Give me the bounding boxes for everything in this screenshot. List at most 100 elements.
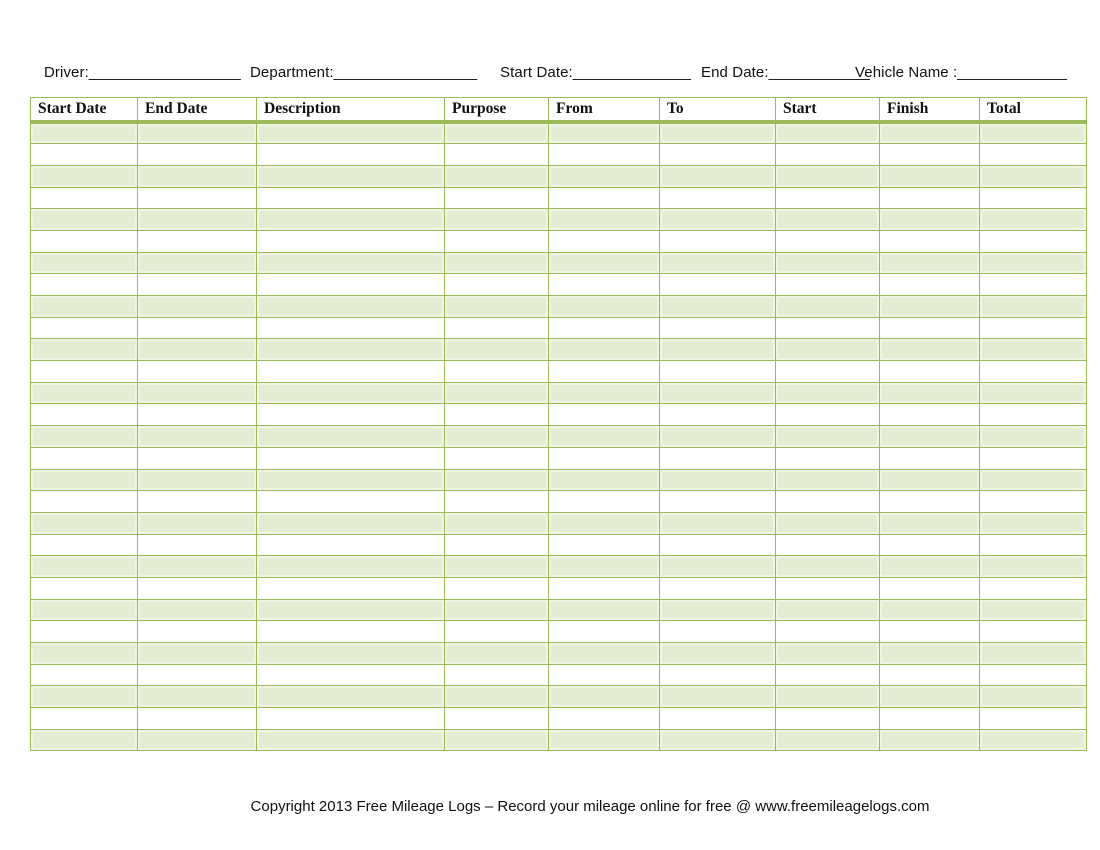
log-cell	[137, 598, 257, 622]
table-row	[30, 121, 1087, 145]
log-cell	[137, 728, 257, 752]
log-cell	[659, 555, 776, 578]
log-cell	[444, 295, 549, 318]
log-cell	[775, 164, 880, 188]
log-cell	[444, 707, 549, 730]
log-cell	[659, 403, 776, 427]
log-cell	[444, 208, 549, 231]
log-cell	[979, 663, 1087, 687]
log-cell	[256, 143, 445, 166]
log-cell	[444, 251, 549, 275]
log-cell	[30, 663, 138, 687]
log-cell	[30, 251, 138, 275]
log-cell	[444, 620, 549, 643]
log-cell	[879, 533, 980, 557]
table-row	[30, 186, 1087, 210]
log-cell	[979, 164, 1087, 188]
log-cell	[444, 360, 549, 383]
log-cell	[444, 425, 549, 448]
log-cell	[659, 143, 776, 166]
log-cell	[879, 728, 980, 752]
log-cell	[444, 338, 549, 362]
log-cell	[548, 186, 660, 210]
log-cell	[30, 381, 138, 405]
log-cell	[879, 642, 980, 665]
log-cell	[979, 511, 1087, 535]
table-row	[30, 164, 1087, 188]
column-header-start-date: Start Date	[30, 97, 138, 124]
log-cell	[548, 446, 660, 470]
department-field: Department:_________________	[250, 64, 478, 81]
log-cell	[979, 490, 1087, 513]
log-cell	[979, 555, 1087, 578]
log-cell	[879, 555, 980, 578]
log-cell	[879, 663, 980, 687]
table-row	[30, 468, 1087, 492]
log-cell	[659, 164, 776, 188]
log-cell	[548, 273, 660, 296]
log-cell	[879, 229, 980, 253]
log-cell	[775, 598, 880, 622]
log-cell	[137, 403, 257, 427]
log-cell	[979, 360, 1087, 383]
log-cell	[256, 403, 445, 427]
log-cell	[979, 446, 1087, 470]
log-cell	[137, 381, 257, 405]
log-cell	[979, 403, 1087, 427]
log-cell	[30, 468, 138, 492]
column-header-finish: Finish	[879, 97, 980, 124]
table-row	[30, 143, 1087, 166]
log-cell	[137, 446, 257, 470]
log-cell	[548, 468, 660, 492]
end-date-field: End Date:____________	[701, 64, 870, 81]
log-cell	[548, 121, 660, 145]
table-row	[30, 425, 1087, 448]
log-cell	[444, 576, 549, 600]
log-cell	[256, 620, 445, 643]
log-cell	[137, 620, 257, 643]
log-cell	[659, 208, 776, 231]
log-cell	[879, 576, 980, 600]
table-row	[30, 685, 1087, 709]
log-cell	[444, 490, 549, 513]
log-cell	[444, 598, 549, 622]
log-cell	[775, 208, 880, 231]
log-cell	[979, 685, 1087, 709]
log-cell	[775, 707, 880, 730]
log-cell	[659, 490, 776, 513]
log-cell	[256, 598, 445, 622]
log-cell	[137, 208, 257, 231]
table-row	[30, 381, 1087, 405]
log-cell	[137, 576, 257, 600]
log-cell	[30, 511, 138, 535]
log-cell	[548, 403, 660, 427]
log-cell	[256, 576, 445, 600]
log-cell	[137, 229, 257, 253]
log-cell	[548, 164, 660, 188]
log-cell	[775, 251, 880, 275]
log-cell	[659, 728, 776, 752]
log-cell	[30, 360, 138, 383]
log-cell	[137, 425, 257, 448]
log-cell	[979, 381, 1087, 405]
log-cell	[548, 208, 660, 231]
log-cell	[137, 121, 257, 145]
log-cell	[256, 533, 445, 557]
log-cell	[256, 208, 445, 231]
mileage-table: Start Date End Date Description Purpose From…	[30, 97, 1087, 752]
log-cell	[659, 186, 776, 210]
log-cell	[444, 511, 549, 535]
log-cell	[444, 642, 549, 665]
log-cell	[444, 143, 549, 166]
log-cell	[659, 620, 776, 643]
log-cell	[548, 295, 660, 318]
log-cell	[137, 511, 257, 535]
log-cell	[775, 576, 880, 600]
log-cell	[879, 685, 980, 709]
log-cell	[30, 707, 138, 730]
log-cell	[256, 295, 445, 318]
log-cell	[979, 533, 1087, 557]
log-cell	[444, 663, 549, 687]
table-body	[30, 121, 1087, 752]
log-cell	[659, 576, 776, 600]
